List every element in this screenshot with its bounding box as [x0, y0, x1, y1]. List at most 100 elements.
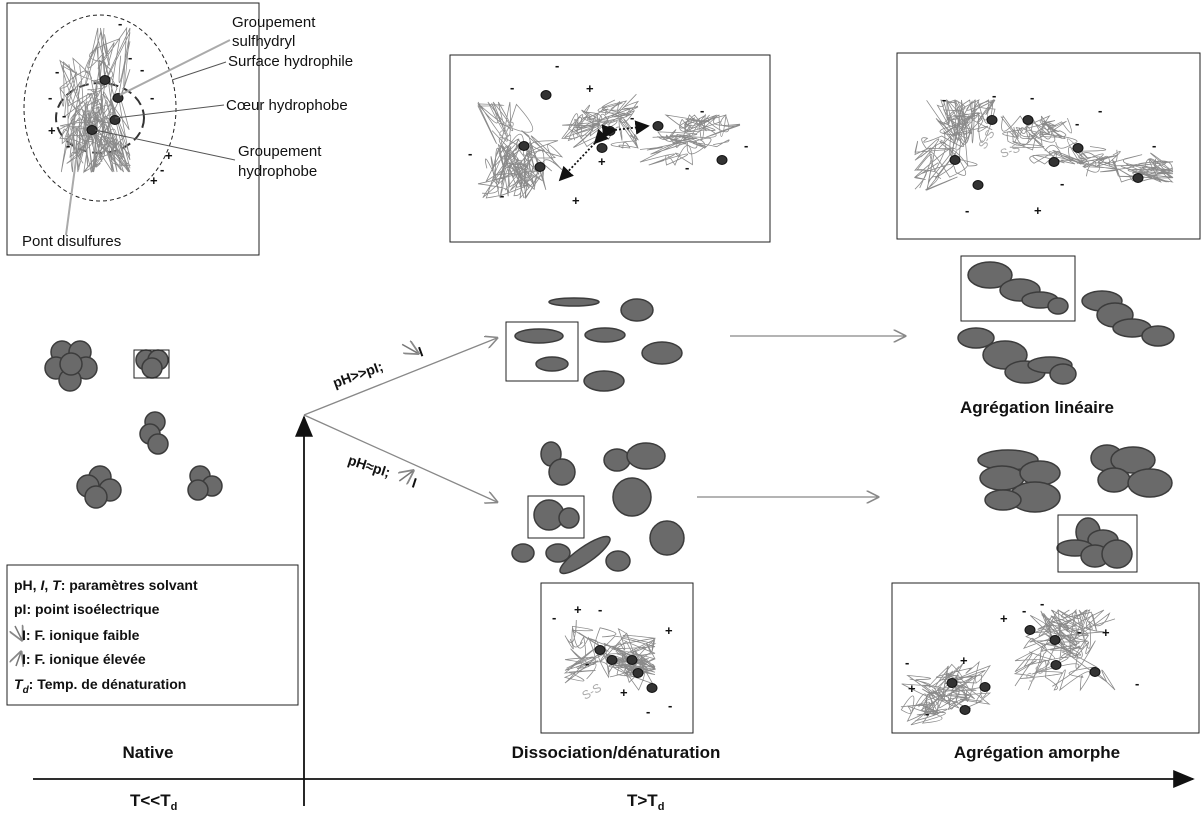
charge-sign: - [1030, 90, 1034, 105]
hydrophobic-group [950, 156, 960, 165]
hydrophobic-group [627, 656, 637, 665]
label-surface: Surface hydrophile [228, 53, 353, 70]
charge-sign: - [668, 698, 672, 713]
legend-line: pI: point isoélectrique [14, 601, 160, 617]
ionic-low-icon [402, 340, 418, 357]
charge-sign: + [598, 154, 606, 169]
hydrophobic-group [1050, 636, 1060, 645]
charge-sign: - [965, 203, 969, 218]
stage-label: Agrégation amorphe [954, 743, 1120, 762]
axis-text: d [171, 801, 178, 813]
charge-sign: - [128, 50, 132, 65]
charge-sign: + [1034, 203, 1042, 218]
hydrophobic-group [110, 116, 120, 125]
label-disulfide: Pont disulfures [22, 233, 121, 250]
charge-sign: - [1152, 138, 1156, 153]
charge-sign: + [1102, 625, 1110, 640]
label-core: Cœur hydrophobe [226, 97, 348, 114]
label-hydrophobic: Groupement [238, 143, 322, 160]
legend-line: pH, I, T: paramètres solvant [14, 577, 198, 593]
legend-line: I: F. ionique élevée [22, 651, 146, 667]
charge-sign: - [510, 80, 514, 95]
charge-sign: - [942, 92, 946, 107]
axis-text: d [658, 801, 665, 813]
charge-sign: - [1075, 116, 1079, 131]
charge-sign: - [905, 655, 909, 670]
hydrophobic-group [947, 679, 957, 688]
charge-sign: - [62, 108, 66, 123]
charge-sign: - [630, 110, 634, 125]
stage-label: Dissociation/dénaturation [512, 743, 721, 762]
hydrophobic-group [987, 116, 997, 125]
charge-sign: - [468, 146, 472, 161]
charge-sign: + [150, 173, 158, 188]
charge-sign: + [665, 623, 673, 638]
hydrophobic-group [595, 646, 605, 655]
hydrophobic-group [1023, 116, 1033, 125]
charge-sign: - [55, 64, 59, 79]
legend-text: , [44, 577, 52, 593]
pathway-ionic: I [410, 475, 419, 491]
pathway-ionic: I [416, 343, 425, 359]
hydrophobic-group [960, 706, 970, 715]
label-sulfhydryl: sulfhydryl [232, 33, 295, 50]
charge-sign: - [1022, 603, 1026, 618]
charge-sign: + [960, 653, 968, 668]
charge-sign: + [908, 681, 916, 696]
pathway-low: pH≈pI; I [345, 451, 419, 491]
charge-sign: - [1077, 624, 1081, 639]
charge-sign: + [165, 148, 173, 163]
axis-text: T<<T [130, 791, 171, 810]
charge-sign: + [586, 81, 594, 96]
legend-text: : Temp. de dénaturation [29, 676, 187, 692]
hydrophobic-group [541, 91, 551, 100]
charge-sign: + [572, 193, 580, 208]
charge-sign: - [118, 16, 122, 31]
hydrophobic-group [980, 683, 990, 692]
charge-sign: - [700, 103, 704, 118]
charge-sign: - [685, 160, 689, 175]
hydrophobic-group [605, 127, 615, 136]
hydrophobic-group [633, 669, 643, 678]
dissociated-proteins [512, 298, 684, 579]
charge-sign: + [1000, 611, 1008, 626]
axis-label: T>Td [627, 791, 664, 813]
stage-label: Native [122, 743, 173, 762]
legend-line: I: F. ionique faible [22, 627, 140, 643]
axis-label: T<<Td [130, 791, 177, 813]
axis-text: T>T [627, 791, 658, 810]
charge-sign: - [555, 58, 559, 73]
charge-sign: - [500, 188, 504, 203]
hydrophobic-group [597, 144, 607, 153]
charge-sign: - [1135, 676, 1139, 691]
ionic-high-icon [399, 468, 413, 484]
charge-sign: - [1098, 103, 1102, 118]
stage-label: Agrégation linéaire [960, 398, 1114, 417]
pathway-label: pH≈pI; [346, 452, 392, 481]
hydrophobic-group [717, 156, 727, 165]
charge-sign: - [552, 610, 556, 625]
label-sulfhydryl: Groupement [232, 14, 316, 31]
hydrophobic-group [1133, 174, 1143, 183]
charge-sign: - [992, 88, 996, 103]
charge-sign: - [646, 704, 650, 719]
charge-sign: + [620, 685, 628, 700]
charge-sign: - [160, 162, 164, 177]
legend-text: : paramètres solvant [61, 577, 198, 593]
charge-sign: - [48, 90, 52, 105]
hydrophobic-group [519, 142, 529, 151]
charge-sign: - [585, 656, 589, 671]
hydrophobic-group [1049, 158, 1059, 167]
hydrophobic-group [607, 656, 617, 665]
charge-sign: - [744, 138, 748, 153]
charge-sign: - [925, 706, 929, 721]
hydrophobic-group [973, 181, 983, 190]
hydrophobic-group [100, 76, 110, 85]
charge-sign: + [574, 602, 582, 617]
charge-sign: - [150, 90, 154, 105]
hydrophobic-group [647, 684, 657, 693]
hydrophobic-group [1090, 668, 1100, 677]
pathway-arrows [304, 336, 905, 502]
legend-text: pH, [14, 577, 40, 593]
hydrophobic-group [1051, 661, 1061, 670]
